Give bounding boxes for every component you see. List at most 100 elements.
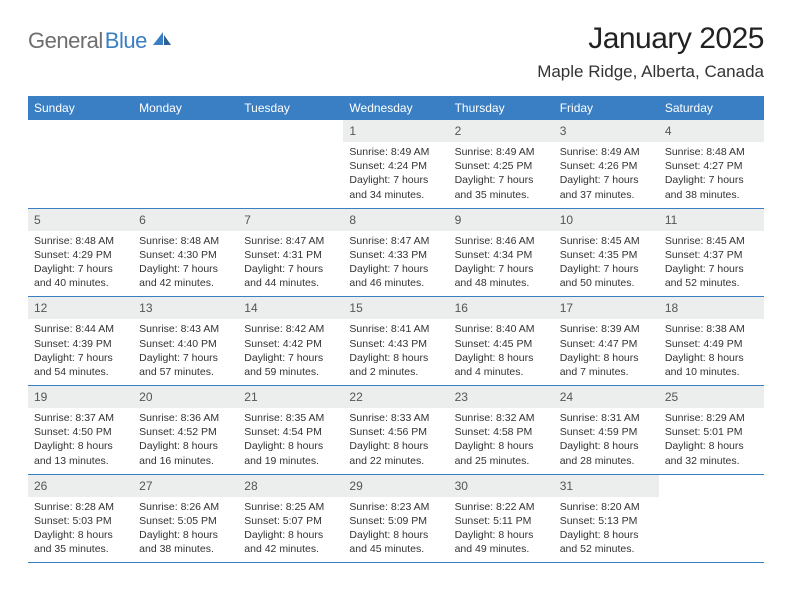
day-cell: [238, 120, 343, 208]
day-number: 13: [133, 297, 238, 319]
day-detail-line: and 42 minutes.: [139, 276, 232, 290]
day-detail-line: Sunset: 4:43 PM: [349, 337, 442, 351]
day-number: 18: [659, 297, 764, 319]
day-detail-line: Daylight: 8 hours: [665, 351, 758, 365]
day-detail-line: Daylight: 8 hours: [34, 528, 127, 542]
day-number: 29: [343, 475, 448, 497]
day-detail-line: Sunrise: 8:46 AM: [455, 234, 548, 248]
day-detail-line: and 48 minutes.: [455, 276, 548, 290]
day-cell: 25Sunrise: 8:29 AMSunset: 5:01 PMDayligh…: [659, 386, 764, 474]
day-detail-line: Sunset: 4:34 PM: [455, 248, 548, 262]
week-row: 1Sunrise: 8:49 AMSunset: 4:24 PMDaylight…: [28, 120, 764, 209]
day-number: 31: [554, 475, 659, 497]
day-cell: 3Sunrise: 8:49 AMSunset: 4:26 PMDaylight…: [554, 120, 659, 208]
day-detail-line: and 38 minutes.: [139, 542, 232, 556]
day-detail-line: Sunrise: 8:28 AM: [34, 500, 127, 514]
day-detail-line: Daylight: 8 hours: [244, 528, 337, 542]
day-number: [28, 120, 133, 128]
day-detail-line: Sunset: 4:52 PM: [139, 425, 232, 439]
day-detail-line: and 22 minutes.: [349, 454, 442, 468]
day-detail: Sunrise: 8:48 AMSunset: 4:27 PMDaylight:…: [659, 145, 764, 202]
day-number: 4: [659, 120, 764, 142]
day-cell: 9 Sunrise: 8:46 AMSunset: 4:34 PMDaylight…: [449, 209, 554, 297]
day-detail-line: Sunset: 4:30 PM: [139, 248, 232, 262]
day-number: 8: [343, 209, 448, 231]
day-detail-line: and 13 minutes.: [34, 454, 127, 468]
day-cell: 7Sunrise: 8:47 AMSunset: 4:31 PMDaylight…: [238, 209, 343, 297]
day-number: 16: [449, 297, 554, 319]
day-detail-line: Sunset: 4:59 PM: [560, 425, 653, 439]
day-cell: 5Sunrise: 8:48 AMSunset: 4:29 PMDaylight…: [28, 209, 133, 297]
day-number: [133, 120, 238, 128]
day-cell: 1Sunrise: 8:49 AMSunset: 4:24 PMDaylight…: [343, 120, 448, 208]
day-detail-line: Sunrise: 8:47 AM: [349, 234, 442, 248]
day-detail: Sunrise: 8:49 AMSunset: 4:25 PMDaylight:…: [449, 145, 554, 202]
day-detail-line: Sunset: 5:07 PM: [244, 514, 337, 528]
day-detail-line: Daylight: 7 hours: [34, 262, 127, 276]
logo-text-blue: Blue: [105, 28, 147, 54]
day-number: 24: [554, 386, 659, 408]
day-detail-line: Daylight: 8 hours: [349, 351, 442, 365]
day-detail-line: Sunrise: 8:48 AM: [665, 145, 758, 159]
day-detail-line: and 35 minutes.: [455, 188, 548, 202]
day-detail-line: Sunrise: 8:45 AM: [665, 234, 758, 248]
day-detail-line: Sunrise: 8:49 AM: [455, 145, 548, 159]
day-detail: Sunrise: 8:28 AMSunset: 5:03 PMDaylight:…: [28, 500, 133, 557]
day-detail-line: Sunrise: 8:49 AM: [349, 145, 442, 159]
day-detail-line: Daylight: 7 hours: [349, 262, 442, 276]
day-number: 14: [238, 297, 343, 319]
day-detail-line: Sunset: 4:54 PM: [244, 425, 337, 439]
day-detail-line: Sunset: 5:11 PM: [455, 514, 548, 528]
day-detail-line: Daylight: 8 hours: [244, 439, 337, 453]
day-number: 2: [449, 120, 554, 142]
day-detail-line: Daylight: 8 hours: [455, 528, 548, 542]
day-detail-line: Sunrise: 8:42 AM: [244, 322, 337, 336]
day-detail: Sunrise: 8:36 AMSunset: 4:52 PMDaylight:…: [133, 411, 238, 468]
day-detail-line: and 25 minutes.: [455, 454, 548, 468]
day-detail-line: and 40 minutes.: [34, 276, 127, 290]
day-cell: 8Sunrise: 8:47 AMSunset: 4:33 PMDaylight…: [343, 209, 448, 297]
day-detail-line: Sunrise: 8:31 AM: [560, 411, 653, 425]
day-detail-line: and 38 minutes.: [665, 188, 758, 202]
day-number: 22: [343, 386, 448, 408]
day-detail-line: Sunset: 5:09 PM: [349, 514, 442, 528]
day-detail-line: Sunrise: 8:35 AM: [244, 411, 337, 425]
weekday-header: Wednesday: [343, 96, 448, 120]
logo-text-general: General: [28, 28, 103, 54]
day-detail-line: Sunrise: 8:37 AM: [34, 411, 127, 425]
day-number: 11: [659, 209, 764, 231]
day-detail: Sunrise: 8:22 AMSunset: 5:11 PMDaylight:…: [449, 500, 554, 557]
day-number: 10: [554, 209, 659, 231]
day-detail-line: Daylight: 8 hours: [139, 439, 232, 453]
weekday-header-row: Sunday Monday Tuesday Wednesday Thursday…: [28, 96, 764, 120]
day-detail-line: Daylight: 7 hours: [455, 173, 548, 187]
day-detail-line: Daylight: 8 hours: [34, 439, 127, 453]
day-detail-line: Sunset: 4:42 PM: [244, 337, 337, 351]
day-cell: 29Sunrise: 8:23 AMSunset: 5:09 PMDayligh…: [343, 475, 448, 563]
day-cell: 4 Sunrise: 8:48 AMSunset: 4:27 PMDaylight…: [659, 120, 764, 208]
day-detail-line: Sunset: 4:27 PM: [665, 159, 758, 173]
day-number: [659, 475, 764, 483]
day-cell: 12Sunrise: 8:44 AMSunset: 4:39 PMDayligh…: [28, 297, 133, 385]
day-detail-line: Sunrise: 8:32 AM: [455, 411, 548, 425]
day-detail-line: and 44 minutes.: [244, 276, 337, 290]
day-detail-line: and 46 minutes.: [349, 276, 442, 290]
day-number: 27: [133, 475, 238, 497]
day-detail-line: and 52 minutes.: [560, 542, 653, 556]
day-detail-line: Sunset: 4:40 PM: [139, 337, 232, 351]
day-detail: Sunrise: 8:46 AMSunset: 4:34 PMDaylight:…: [449, 234, 554, 291]
day-number: [238, 120, 343, 128]
day-number: 26: [28, 475, 133, 497]
day-detail-line: Sunset: 4:29 PM: [34, 248, 127, 262]
day-cell: 26 Sunrise: 8:28 AMSunset: 5:03 PMDayligh…: [28, 475, 133, 563]
day-cell: 27Sunrise: 8:26 AMSunset: 5:05 PMDayligh…: [133, 475, 238, 563]
day-detail-line: and 34 minutes.: [349, 188, 442, 202]
day-cell: [133, 120, 238, 208]
day-number: 9: [449, 209, 554, 231]
day-number: 20: [133, 386, 238, 408]
day-detail-line: Daylight: 7 hours: [665, 173, 758, 187]
day-detail-line: Sunset: 4:49 PM: [665, 337, 758, 351]
day-detail-line: Sunset: 5:05 PM: [139, 514, 232, 528]
day-detail-line: and 54 minutes.: [34, 365, 127, 379]
day-number: 23: [449, 386, 554, 408]
